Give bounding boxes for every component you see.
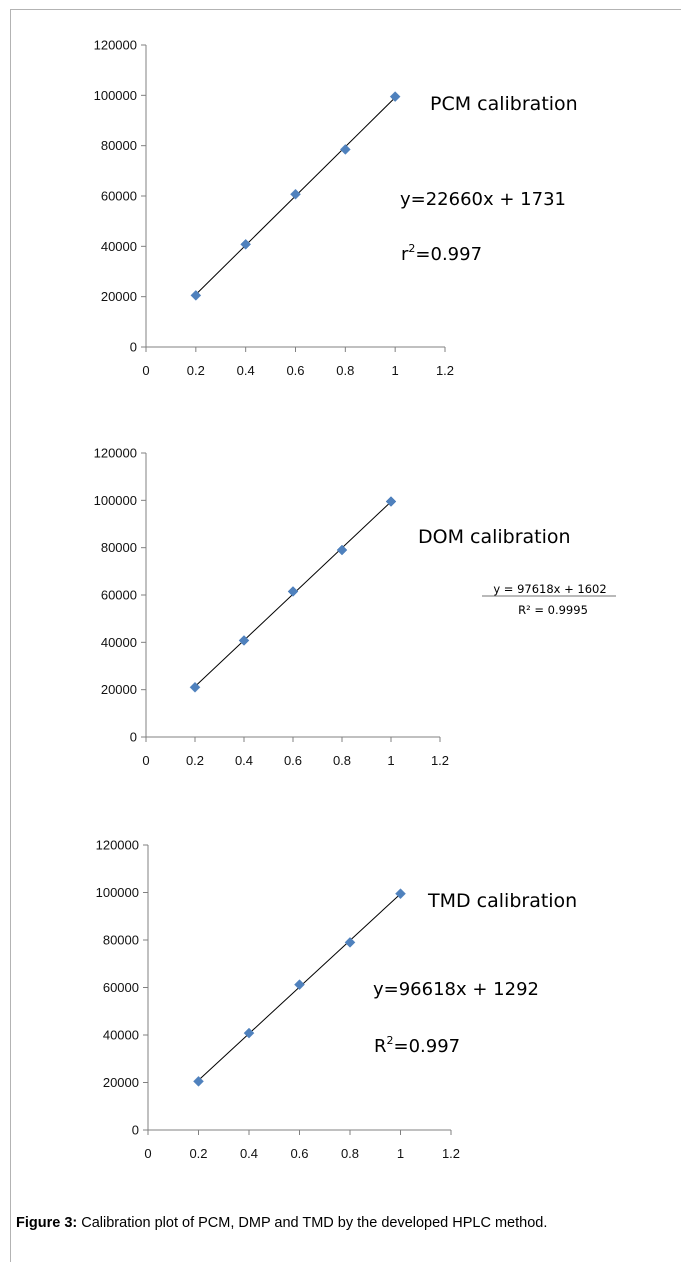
figure-frame	[10, 9, 681, 1262]
chart1-y-tick-label: 120000	[94, 38, 137, 53]
chart3-r-squared: R2=0.997	[374, 1034, 460, 1057]
chart2-x-tick-label: 0.2	[186, 753, 204, 768]
chart1-x-tick-label: 0.2	[187, 363, 205, 378]
chart2-data-point	[238, 635, 250, 646]
chart3-data-point	[395, 888, 406, 900]
chart2-data-point	[287, 586, 299, 597]
chart1-x-tick-label: 0	[142, 363, 149, 378]
chart2-data-point	[189, 681, 201, 693]
chart3-x-tick-label: 1.2	[442, 1146, 460, 1161]
chart1-x-tick-label: 0.6	[286, 363, 304, 378]
chart1-data-point	[240, 238, 252, 250]
chart1-y-tick-label: 80000	[101, 138, 137, 153]
chart3-y-tick-label: 20000	[103, 1075, 139, 1090]
chart3-equation: y=96618x + 1292	[373, 979, 539, 1000]
chart2-x-tick-label: 0.4	[235, 753, 253, 768]
chart2-r-squared: R² = 0.9995	[518, 603, 588, 617]
chart2-x-tick-label: 0.8	[333, 753, 351, 768]
chart3-y-tick-label: 80000	[103, 933, 139, 948]
caption-text: Calibration plot of PCM, DMP and TMD by …	[81, 1215, 548, 1231]
chart3-x-tick-label: 0.6	[290, 1146, 308, 1161]
chart1-y-tick-label: 20000	[101, 289, 137, 304]
chart1-y-tick-label: 100000	[94, 88, 137, 103]
chart3-y-tick-label: 0	[132, 1123, 139, 1138]
chart3-data-point	[193, 1075, 204, 1087]
chart3-data-point	[294, 979, 305, 991]
chart1-data-point	[339, 144, 351, 155]
chart2-y-tick-label: 0	[130, 730, 137, 745]
figure-caption: Figure 3: Calibration plot of PCM, DMP a…	[16, 1215, 668, 1232]
chart2-x-tick-label: 1.2	[431, 753, 449, 768]
chart1-data-point	[190, 290, 202, 301]
chart1-data-point	[290, 188, 301, 200]
chart3-y-tick-label: 100000	[96, 885, 139, 900]
chart1-y-tick-label: 0	[130, 340, 137, 355]
chart1-x-tick-label: 1.2	[436, 363, 454, 378]
chart2-data-point	[336, 544, 348, 556]
chart3-x-tick-label: 0.8	[341, 1146, 359, 1161]
chart2-title: DOM calibration	[418, 526, 571, 548]
caption-label: Figure 3:	[16, 1215, 78, 1231]
chart3-x-tick-label: 1	[397, 1146, 404, 1161]
chart2-x-tick-label: 0.6	[284, 753, 302, 768]
chart2-y-tick-label: 60000	[101, 588, 137, 603]
chart1-x-tick-label: 0.8	[336, 363, 354, 378]
chart1-data-point	[389, 91, 401, 102]
chart1-x-tick-label: 1	[392, 363, 399, 378]
chart2-y-tick-label: 20000	[101, 682, 137, 697]
chart3-y-tick-label: 60000	[103, 980, 139, 995]
chart2-y-tick-label: 40000	[101, 635, 137, 650]
chart3-y-tick-label: 120000	[96, 838, 139, 853]
chart1-equation: y=22660x + 1731	[400, 189, 566, 210]
chart2-x-tick-label: 1	[387, 753, 394, 768]
chart1-y-tick-label: 40000	[101, 239, 137, 254]
chart2-data-point	[385, 496, 397, 507]
chart2-y-tick-label: 100000	[94, 493, 137, 508]
chart3-title: TMD calibration	[427, 890, 577, 912]
chart2-y-tick-label: 120000	[94, 446, 137, 461]
chart3-x-tick-label: 0	[144, 1146, 151, 1161]
chart3-x-tick-label: 0.4	[240, 1146, 258, 1161]
chart3-x-tick-label: 0.2	[189, 1146, 207, 1161]
chart2-equation: y = 97618x + 1602	[493, 582, 606, 596]
chart2-x-tick-label: 0	[142, 753, 149, 768]
chart3-y-tick-label: 40000	[103, 1028, 139, 1043]
chart1-r-squared: r2=0.997	[401, 242, 482, 265]
chart1-y-tick-label: 60000	[101, 189, 137, 204]
chart1-x-tick-label: 0.4	[237, 363, 255, 378]
chart3-data-point	[243, 1027, 255, 1039]
chart2-y-tick-label: 80000	[101, 540, 137, 555]
chart1-title: PCM calibration	[430, 93, 578, 115]
chart3-data-point	[344, 937, 356, 948]
